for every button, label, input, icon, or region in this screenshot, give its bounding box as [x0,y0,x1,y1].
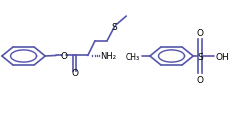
Text: O: O [71,69,78,78]
Text: OH: OH [216,52,229,61]
Text: O: O [60,52,67,60]
Text: S: S [111,22,117,31]
Text: CH₃: CH₃ [126,52,140,61]
Text: NH₂: NH₂ [100,52,116,60]
Text: S: S [197,52,203,61]
Text: O: O [197,75,204,84]
Text: O: O [197,29,204,38]
